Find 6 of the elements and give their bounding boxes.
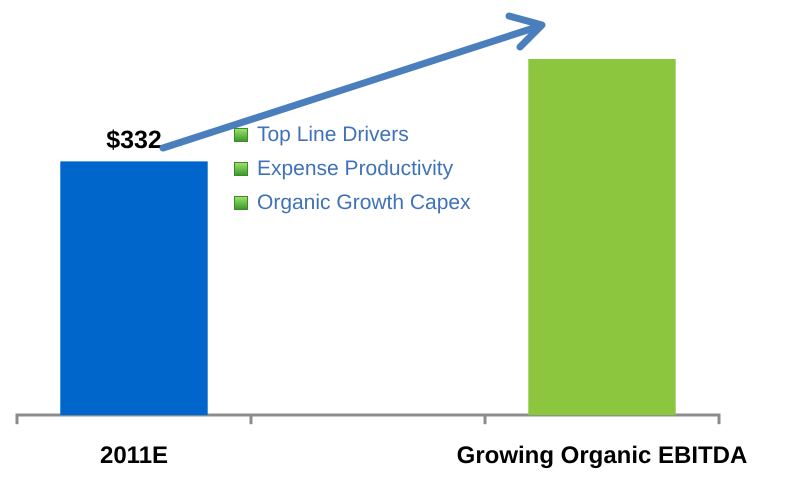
annotation: Expense Productivity: [257, 157, 454, 181]
annotation: Top Line Drivers: [257, 123, 409, 147]
x-tick-label: 2011E: [100, 442, 168, 470]
data-label: $332: [106, 126, 162, 154]
x-tick-label: Growing Organic EBITDA: [456, 442, 748, 470]
annotation: Organic Growth Capex: [257, 191, 471, 215]
